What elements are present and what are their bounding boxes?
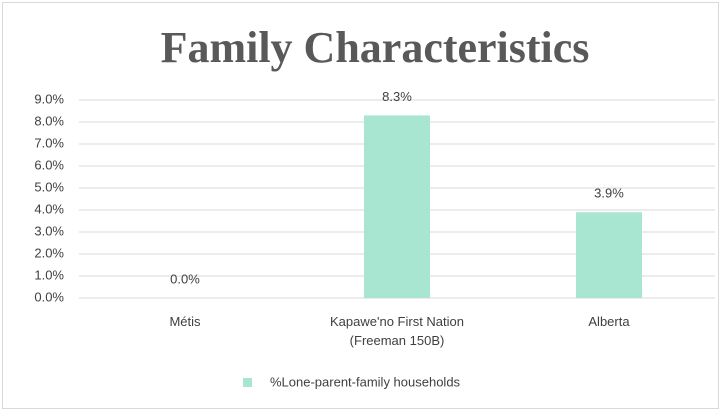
y-tick-label: 0.0%	[34, 289, 64, 304]
y-tick-label: 6.0%	[34, 157, 64, 172]
y-tick-label: 1.0%	[34, 267, 64, 282]
legend-swatch	[243, 378, 252, 387]
chart-title: Family Characteristics	[161, 23, 590, 72]
legend-label: %Lone-parent-family households	[270, 374, 461, 389]
data-label: 3.9%	[594, 186, 624, 201]
bar	[364, 115, 430, 299]
x-tick-label: Alberta	[588, 314, 630, 329]
y-tick-label: 9.0%	[34, 91, 64, 106]
y-tick-label: 3.0%	[34, 223, 64, 238]
bar	[576, 212, 642, 298]
y-tick-label: 5.0%	[34, 179, 64, 194]
y-tick-label: 4.0%	[34, 201, 64, 216]
y-tick-label: 7.0%	[34, 135, 64, 150]
y-tick-label: 8.0%	[34, 113, 64, 128]
x-tick-label: Métis	[169, 314, 201, 329]
x-tick-label: Kapawe'no First Nation (Freeman 150B)	[330, 314, 464, 348]
data-label: 8.3%	[382, 89, 412, 104]
y-tick-label: 2.0%	[34, 245, 64, 260]
data-label: 0.0%	[170, 271, 200, 286]
